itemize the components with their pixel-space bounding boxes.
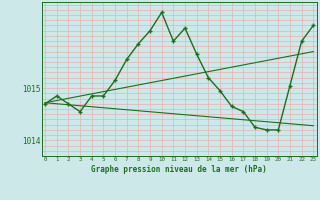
X-axis label: Graphe pression niveau de la mer (hPa): Graphe pression niveau de la mer (hPa)	[91, 165, 267, 174]
